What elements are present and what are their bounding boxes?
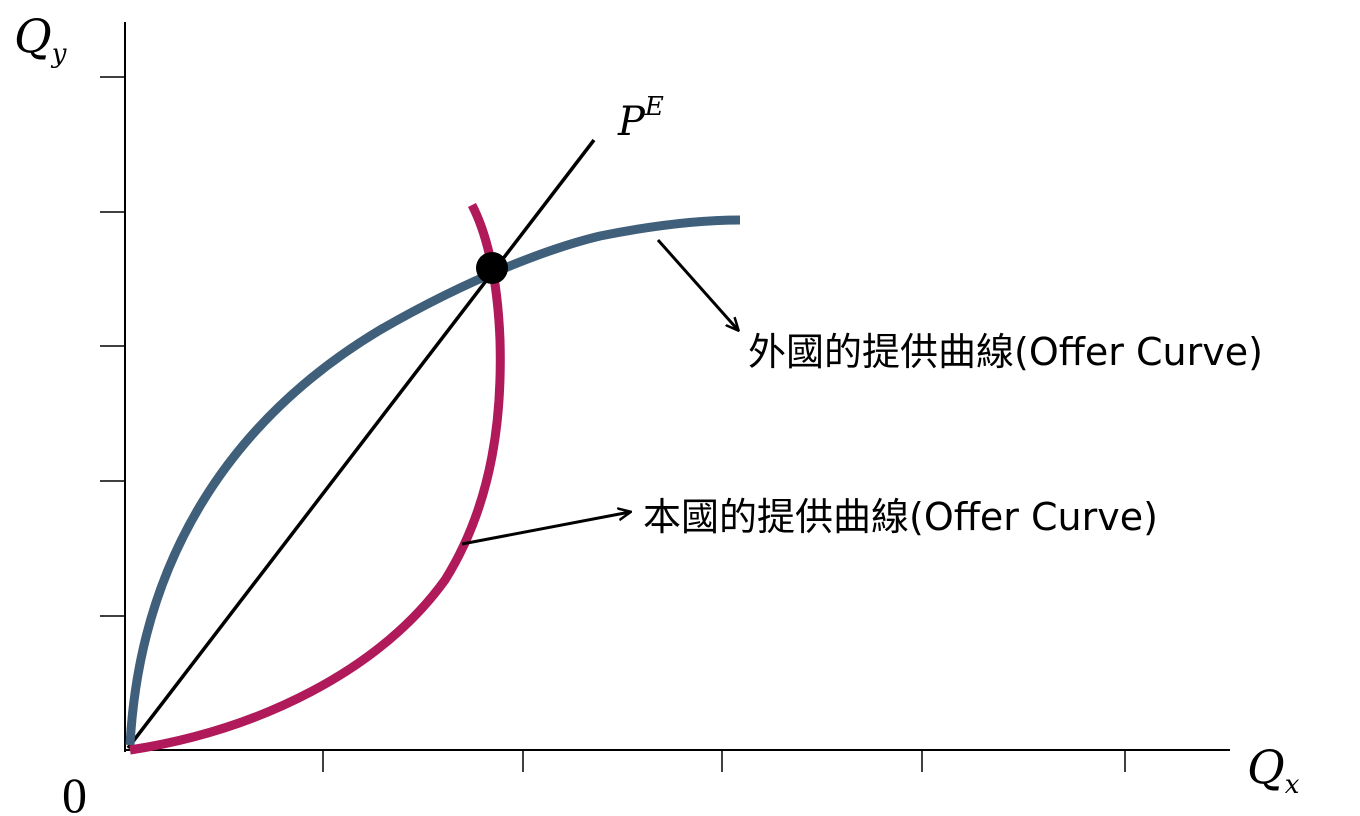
- home-curve-label: 本國的提供曲線(Offer Curve): [643, 495, 1158, 539]
- origin-label: 0: [62, 767, 87, 816]
- y-axis-label: Qy: [14, 9, 67, 69]
- price-line-label: PE: [617, 92, 664, 145]
- home-offer-curve: [129, 202, 505, 755]
- equilibrium-point: [476, 252, 508, 284]
- price-line: [126, 138, 596, 750]
- x-axis-label: Qx: [1247, 740, 1300, 800]
- home-curve-arrow: [461, 512, 630, 546]
- foreign-offer-curve: [125, 215, 741, 746]
- x-axis-ticks: [322, 750, 1126, 772]
- y-axis-ticks: [100, 76, 125, 617]
- foreign-curve-label: 外國的提供曲線(Offer Curve): [748, 330, 1263, 374]
- foreign-curve-arrow: [656, 239, 738, 330]
